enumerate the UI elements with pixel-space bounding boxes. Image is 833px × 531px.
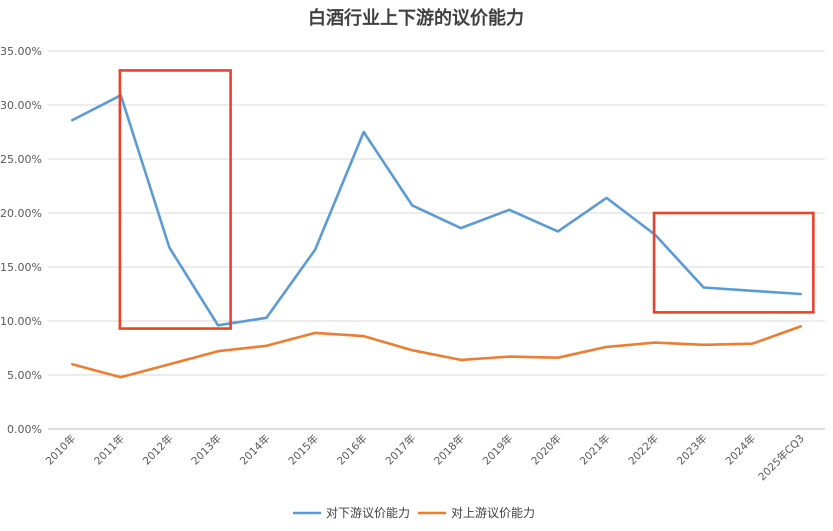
- x-tick-label: 2017年: [383, 432, 419, 468]
- x-tick-label: 2018年: [431, 432, 467, 468]
- legend-label-2: 对上游议价能力: [451, 506, 535, 520]
- y-tick-label: 5.00%: [7, 369, 42, 382]
- y-tick-label: 30.00%: [0, 99, 42, 112]
- x-tick-label: 2010年: [43, 432, 79, 468]
- y-tick-label: 25.00%: [0, 153, 42, 166]
- x-tick-label: 2023年: [674, 432, 710, 468]
- y-tick-label: 20.00%: [0, 207, 42, 220]
- x-tick-label: 2016年: [334, 432, 370, 468]
- highlight-box-2: [652, 211, 815, 314]
- series-line-1: [71, 94, 803, 327]
- series-lines: [71, 94, 803, 379]
- highlight-boxes: [118, 69, 815, 330]
- y-axis-ticks: 0.00% 5.00% 10.00% 15.00% 20.00% 25.00% 30.00%…: [0, 45, 42, 436]
- y-tick-label: 35.00%: [0, 45, 42, 58]
- x-tick-label: 2021年: [577, 432, 613, 468]
- x-tick-label: 2025年CQ3: [756, 432, 807, 483]
- y-tick-label: 10.00%: [0, 315, 42, 328]
- gridlines: [48, 50, 825, 430]
- x-axis-ticks: 2010年 2011年 2012年 2013年 2014年 2015年 2016年 2017年…: [43, 432, 807, 483]
- x-tick-label: 2011年: [91, 432, 127, 468]
- highlight-box-1: [118, 69, 232, 330]
- y-tick-label: 0.00%: [7, 423, 42, 436]
- x-tick-label: 2013年: [189, 432, 225, 468]
- x-tick-label: 2019年: [480, 432, 516, 468]
- series-line-2: [71, 325, 803, 379]
- chart-title: 白酒行业上下游的议价能力: [308, 7, 524, 29]
- x-tick-label: 2022年: [626, 432, 662, 468]
- y-tick-label: 15.00%: [0, 261, 42, 274]
- legend-label-1: 对下游议价能力: [326, 506, 410, 520]
- x-tick-label: 2014年: [237, 432, 273, 468]
- x-tick-label: 2024年: [723, 432, 759, 468]
- legend: 对下游议价能力 对上游议价能力: [293, 506, 535, 520]
- x-tick-label: 2020年: [529, 432, 565, 468]
- x-tick-label: 2015年: [286, 432, 322, 468]
- x-tick-label: 2012年: [140, 432, 176, 468]
